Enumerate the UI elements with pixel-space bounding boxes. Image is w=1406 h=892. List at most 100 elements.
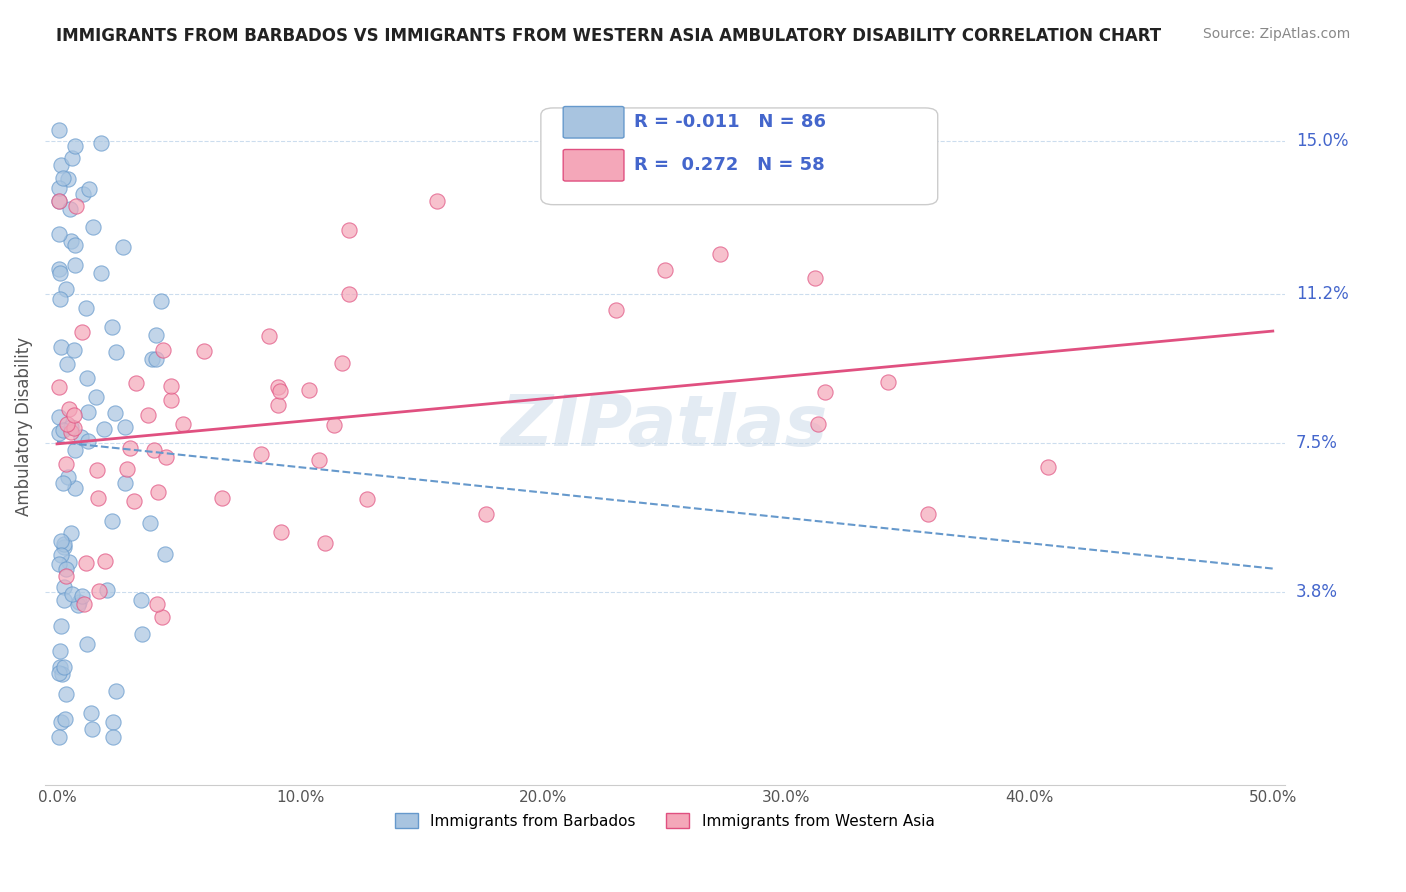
Immigrants from Western Asia	[48, 380, 70, 394]
FancyBboxPatch shape	[564, 150, 624, 181]
Y-axis label: Ambulatory Disability: Ambulatory Disability	[15, 337, 32, 516]
Immigrants from Barbados	[72, 186, 94, 201]
Immigrants from Barbados	[55, 283, 77, 297]
Immigrants from Barbados	[104, 345, 127, 359]
Immigrants from Western Asia	[193, 343, 215, 358]
Immigrants from Barbados	[60, 526, 83, 541]
Immigrants from Barbados	[65, 482, 87, 496]
Immigrants from Barbados	[53, 537, 76, 551]
Immigrants from Barbados	[48, 409, 70, 424]
Immigrants from Western Asia	[75, 556, 97, 570]
Immigrants from Barbados	[67, 599, 90, 613]
Immigrants from Barbados	[111, 240, 134, 254]
Immigrants from Western Asia	[475, 508, 498, 522]
Immigrants from Barbados	[77, 405, 100, 419]
Immigrants from Barbados	[48, 558, 70, 572]
Immigrants from Western Asia	[63, 421, 86, 435]
Immigrants from Western Asia	[152, 343, 174, 357]
Text: ZIPatlas: ZIPatlas	[501, 392, 828, 461]
Immigrants from Western Asia	[337, 287, 360, 301]
Immigrants from Barbados	[48, 262, 70, 277]
Text: R =  0.272   N = 58: R = 0.272 N = 58	[634, 156, 825, 174]
Immigrants from Western Asia	[267, 380, 290, 394]
Immigrants from Western Asia	[337, 222, 360, 236]
Immigrants from Barbados	[63, 139, 86, 153]
Immigrants from Western Asia	[60, 425, 83, 439]
Immigrants from Barbados	[52, 423, 75, 437]
Immigrants from Western Asia	[63, 408, 86, 422]
Immigrants from Western Asia	[1038, 459, 1060, 474]
Legend: Immigrants from Barbados, Immigrants from Western Asia: Immigrants from Barbados, Immigrants fro…	[389, 806, 941, 835]
Immigrants from Barbados	[80, 722, 103, 736]
Immigrants from Western Asia	[322, 418, 344, 433]
Immigrants from Western Asia	[87, 583, 110, 598]
Immigrants from Barbados	[70, 430, 93, 444]
Immigrants from Barbados	[49, 714, 72, 729]
Immigrants from Western Asia	[125, 376, 148, 390]
Immigrants from Barbados	[70, 589, 93, 603]
Immigrants from Barbados	[100, 319, 122, 334]
Immigrants from Western Asia	[804, 270, 827, 285]
Immigrants from Barbados	[145, 351, 167, 366]
Immigrants from Barbados	[77, 434, 100, 448]
Immigrants from Western Asia	[250, 447, 273, 461]
Immigrants from Barbados	[60, 420, 83, 434]
Immigrants from Barbados	[59, 202, 82, 216]
Immigrants from Barbados	[48, 123, 70, 137]
Immigrants from Barbados	[52, 580, 75, 594]
Immigrants from Barbados	[53, 712, 76, 726]
Immigrants from Western Asia	[55, 569, 77, 583]
Immigrants from Western Asia	[269, 384, 291, 399]
Immigrants from Barbados	[145, 328, 167, 343]
Immigrants from Barbados	[104, 406, 127, 420]
Immigrants from Western Asia	[120, 442, 142, 456]
Immigrants from Western Asia	[709, 247, 731, 261]
Immigrants from Western Asia	[267, 398, 290, 412]
Immigrants from Barbados	[103, 714, 125, 729]
Immigrants from Barbados	[90, 136, 112, 150]
Immigrants from Barbados	[60, 587, 83, 601]
Immigrants from Western Asia	[86, 491, 108, 506]
Immigrants from Barbados	[58, 470, 80, 484]
Immigrants from Barbados	[63, 343, 86, 357]
Immigrants from Western Asia	[426, 194, 449, 209]
Immigrants from Barbados	[53, 660, 76, 674]
Immigrants from Barbados	[114, 419, 136, 434]
Immigrants from Western Asia	[160, 379, 183, 393]
Immigrants from Barbados	[49, 618, 72, 632]
Immigrants from Barbados	[63, 258, 86, 272]
FancyBboxPatch shape	[541, 108, 938, 204]
Immigrants from Barbados	[53, 540, 76, 554]
Immigrants from Western Asia	[917, 507, 939, 521]
Immigrants from Barbados	[51, 667, 73, 681]
Text: 3.8%: 3.8%	[1296, 582, 1339, 601]
Immigrants from Western Asia	[330, 356, 353, 370]
Immigrants from Barbados	[101, 730, 124, 744]
Immigrants from Western Asia	[172, 417, 194, 432]
Text: IMMIGRANTS FROM BARBADOS VS IMMIGRANTS FROM WESTERN ASIA AMBULATORY DISABILITY C: IMMIGRANTS FROM BARBADOS VS IMMIGRANTS F…	[56, 27, 1161, 45]
Immigrants from Barbados	[48, 180, 70, 194]
Immigrants from Barbados	[114, 476, 136, 491]
Immigrants from Barbados	[49, 533, 72, 548]
Immigrants from Western Asia	[877, 376, 900, 390]
FancyBboxPatch shape	[564, 106, 624, 138]
Immigrants from Barbados	[149, 293, 172, 308]
Immigrants from Barbados	[48, 730, 70, 744]
Immigrants from Western Asia	[58, 402, 80, 417]
Immigrants from Barbados	[131, 627, 153, 641]
Immigrants from Barbados	[52, 171, 75, 186]
Immigrants from Western Asia	[136, 408, 159, 422]
Immigrants from Barbados	[63, 442, 86, 457]
Immigrants from Western Asia	[314, 535, 336, 549]
Immigrants from Barbados	[67, 595, 90, 609]
Immigrants from Barbados	[80, 706, 103, 720]
Immigrants from Western Asia	[356, 492, 378, 507]
Immigrants from Barbados	[90, 267, 112, 281]
Immigrants from Barbados	[55, 562, 77, 576]
Immigrants from Western Asia	[211, 491, 233, 506]
Immigrants from Barbados	[129, 593, 152, 607]
Immigrants from Barbados	[52, 592, 75, 607]
Immigrants from Barbados	[96, 583, 118, 598]
Immigrants from Barbados	[49, 292, 72, 306]
Immigrants from Barbados	[100, 514, 122, 528]
